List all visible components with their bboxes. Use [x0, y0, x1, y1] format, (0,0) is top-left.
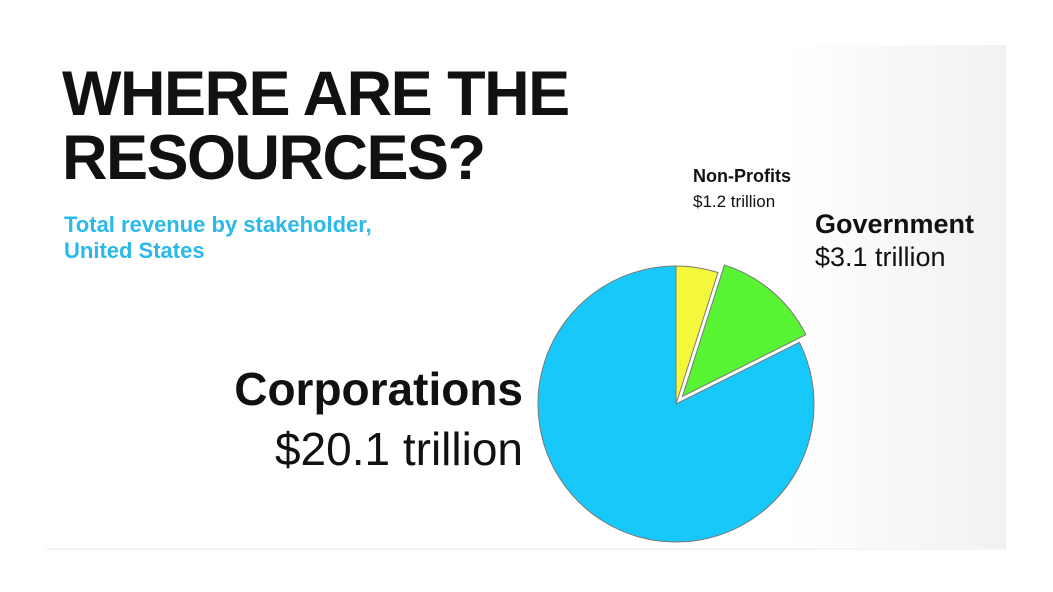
- slice-label: Corporations: [234, 363, 523, 415]
- background-panel: [790, 45, 1006, 550]
- pie-slice: [537, 265, 815, 543]
- baseline: [46, 548, 1006, 550]
- value-label: $3.1 trillion: [815, 242, 946, 272]
- value-label: $1.2 trillion: [693, 192, 776, 211]
- chart-title: WHERE ARE THE RESOURCES?: [62, 59, 570, 193]
- value-label: $20.1 trillion: [274, 423, 523, 475]
- pie-slice: [681, 264, 807, 398]
- chart-subtitle: Total revenue by stakeholder, United Sta…: [64, 212, 372, 263]
- slice-label: Government: [815, 209, 975, 239]
- slice-label: Non-Profits: [693, 166, 791, 186]
